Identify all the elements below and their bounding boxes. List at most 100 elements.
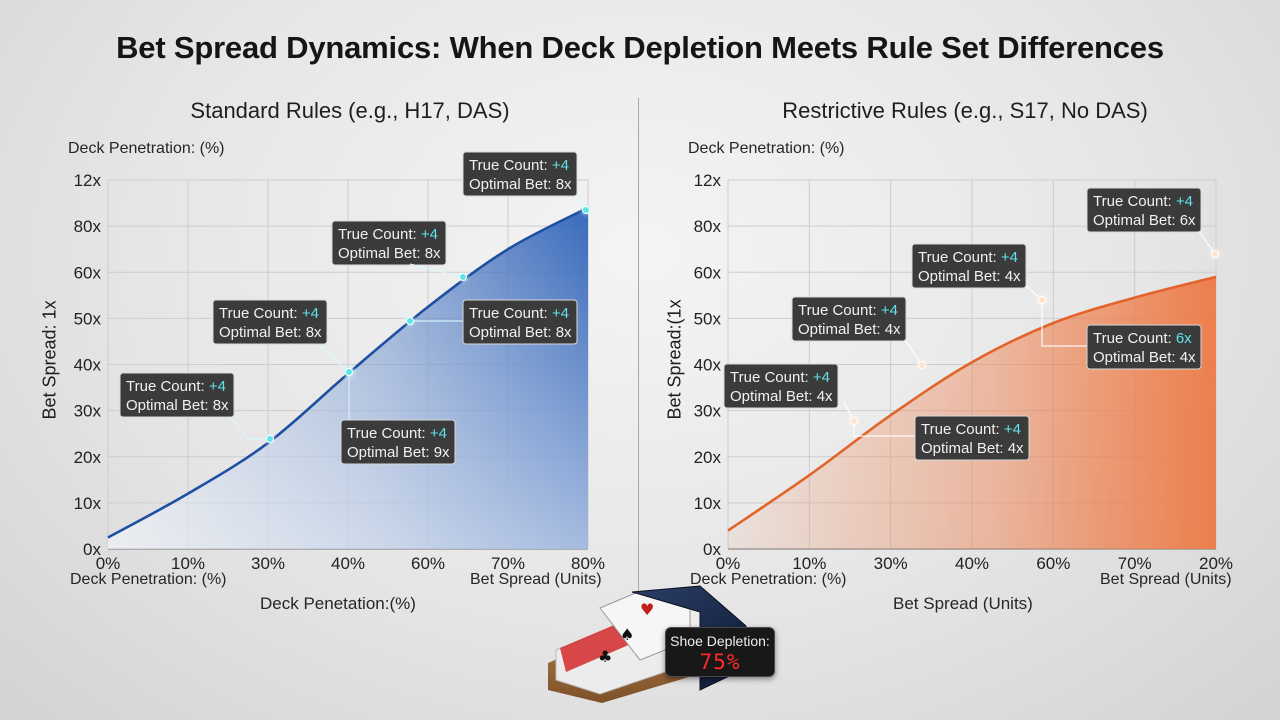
callout-box [212, 299, 328, 345]
left-panel-title: Standard Rules (e.g., H17, DAS) [190, 98, 510, 123]
page-title: Bet Spread Dynamics: When Deck Depletion… [116, 30, 1164, 65]
callout-box [723, 363, 839, 409]
right-chart: 0x 10x 20x 30x 40x 50x 60x 80x 12x 0% 10% 30% 40% 60%… [694, 171, 1233, 573]
callout-point [850, 417, 858, 425]
callout-true-count: True Count: +4 [469, 305, 569, 322]
spade-icon: ♠ [620, 625, 634, 644]
x-tick-label: 60% [1036, 554, 1070, 573]
left-x-label-left: Deck Penetration: (%) [70, 571, 227, 588]
y-tick-label: 80x [74, 217, 102, 236]
x-tick-label: 0% [96, 554, 121, 573]
x-tick-label: 80% [571, 554, 605, 573]
series-area-shade [108, 207, 588, 550]
callout-leader-line [227, 412, 270, 440]
series-line [727, 275, 1217, 532]
callout-optimal-bet: Optimal Bet: 8x [469, 324, 572, 341]
callout-box [340, 419, 456, 465]
callout-optimal-bet: Optimal Bet: 4x [798, 321, 901, 338]
y-tick-label: 50x [694, 309, 722, 328]
y-tick-label: 20x [74, 448, 102, 467]
callout-optimal-bet: Optimal Bet: 4x [1093, 349, 1196, 366]
club-icon: ♣ [598, 647, 612, 666]
y-tick-label: 60x [694, 263, 722, 282]
x-tick-label: 40% [955, 554, 989, 573]
callout-optimal-bet: Optimal Bet: 4x [730, 388, 833, 405]
callout-leader-line [409, 263, 464, 278]
callout-point [918, 361, 926, 369]
callout-point [345, 368, 353, 376]
y-tick-label: 80x [694, 217, 722, 236]
callout-true-count: True Count: +4 [730, 369, 830, 386]
x-tick-label: 10% [792, 554, 826, 573]
callout-optimal-bet: Optimal Bet: 9x [347, 444, 450, 461]
x-tick-label: 30% [251, 554, 285, 573]
callout-box [331, 220, 447, 266]
callout-true-count: True Count: +4 [798, 302, 898, 319]
callout-box [791, 296, 907, 342]
callout-point [1038, 296, 1046, 304]
callout-box [911, 243, 1027, 289]
callout-optimal-bet: Optimal Bet: 4x [918, 268, 1021, 285]
y-tick-label: 0x [83, 540, 101, 559]
y-tick-label: 40x [74, 356, 102, 375]
callout-box [462, 151, 578, 197]
callout-optimal-bet: Optimal Bet: 8x [126, 397, 229, 414]
callout-leader-line [1197, 229, 1216, 255]
callout-true-count: True Count: +4 [469, 157, 569, 174]
callout-box [119, 372, 235, 418]
shoe-depletion-value: 75% [699, 650, 741, 674]
x-tick-label: 70% [1118, 554, 1152, 573]
callout-leader-line [1041, 300, 1087, 347]
y-tick-label: 10x [694, 494, 722, 513]
callout-optimal-bet: Optimal Bet: 8x [469, 176, 572, 193]
left-x-axis-title: Deck Penetation:(%) [260, 594, 416, 613]
x-tick-label: 30% [874, 554, 908, 573]
callout-box [1086, 324, 1202, 370]
y-tick-label: 60x [74, 263, 102, 282]
x-tick-label: 20% [1199, 554, 1233, 573]
shoe-depletion-display: Shoe Depletion: 75% [665, 627, 775, 677]
heart-icon: ♥ [640, 600, 654, 619]
callout-true-count: True Count: +4 [347, 425, 447, 442]
callout-optimal-bet: Optimal Bet: 8x [219, 324, 322, 341]
x-tick-label: 10% [171, 554, 205, 573]
callout-true-count: True Count: 6x [1093, 330, 1192, 347]
callout-true-count: True Count: +4 [921, 421, 1021, 438]
callout-true-count: True Count: +4 [1093, 193, 1193, 210]
x-tick-label: 70% [491, 554, 525, 573]
callout-box [462, 299, 578, 345]
panel-divider [638, 98, 639, 598]
x-tick-label: 60% [411, 554, 445, 573]
y-tick-label: 10x [74, 494, 102, 513]
left-chart: 0x 10x 20x 30x 40x 50x 60x 80x 12x 0% 10% 30% 40% 60%… [74, 151, 605, 573]
y-tick-label: 40x [694, 356, 722, 375]
shoe-depletion-label: Shoe Depletion: [670, 633, 770, 649]
y-tick-label: 0x [703, 540, 721, 559]
callout-point [266, 435, 274, 443]
x-tick-label: 40% [331, 554, 365, 573]
callout-true-count: True Count: +4 [219, 305, 319, 322]
callout-true-count: True Count: +4 [918, 249, 1018, 266]
right-top-label: Deck Penetration: (%) [688, 140, 845, 157]
callout-point [406, 317, 414, 325]
y-tick-label: 12x [694, 171, 722, 190]
callout-true-count: True Count: +4 [338, 226, 438, 243]
callout-point [459, 273, 467, 281]
right-x-label-right: Bet Spread (Units) [1100, 571, 1232, 588]
y-tick-label: 50x [74, 309, 102, 328]
callout-point [582, 206, 590, 214]
y-tick-label: 30x [74, 402, 102, 421]
y-tick-label: 12x [74, 171, 102, 190]
callout-optimal-bet: Optimal Bet: 4x [921, 440, 1024, 457]
callout-leader-line [319, 344, 350, 373]
left-top-label: Deck Penetration: (%) [68, 140, 225, 157]
right-panel-title: Restrictive Rules (e.g., S17, No DAS) [782, 98, 1148, 123]
x-tick-label: 0% [716, 554, 741, 573]
callout-leader-line [853, 421, 915, 437]
callout-optimal-bet: Optimal Bet: 8x [338, 245, 441, 262]
callout-point [1211, 250, 1219, 258]
right-x-axis-title: Bet Spread (Units) [893, 594, 1033, 613]
y-tick-label: 20x [694, 448, 722, 467]
callout-true-count: True Count: +4 [126, 378, 226, 395]
